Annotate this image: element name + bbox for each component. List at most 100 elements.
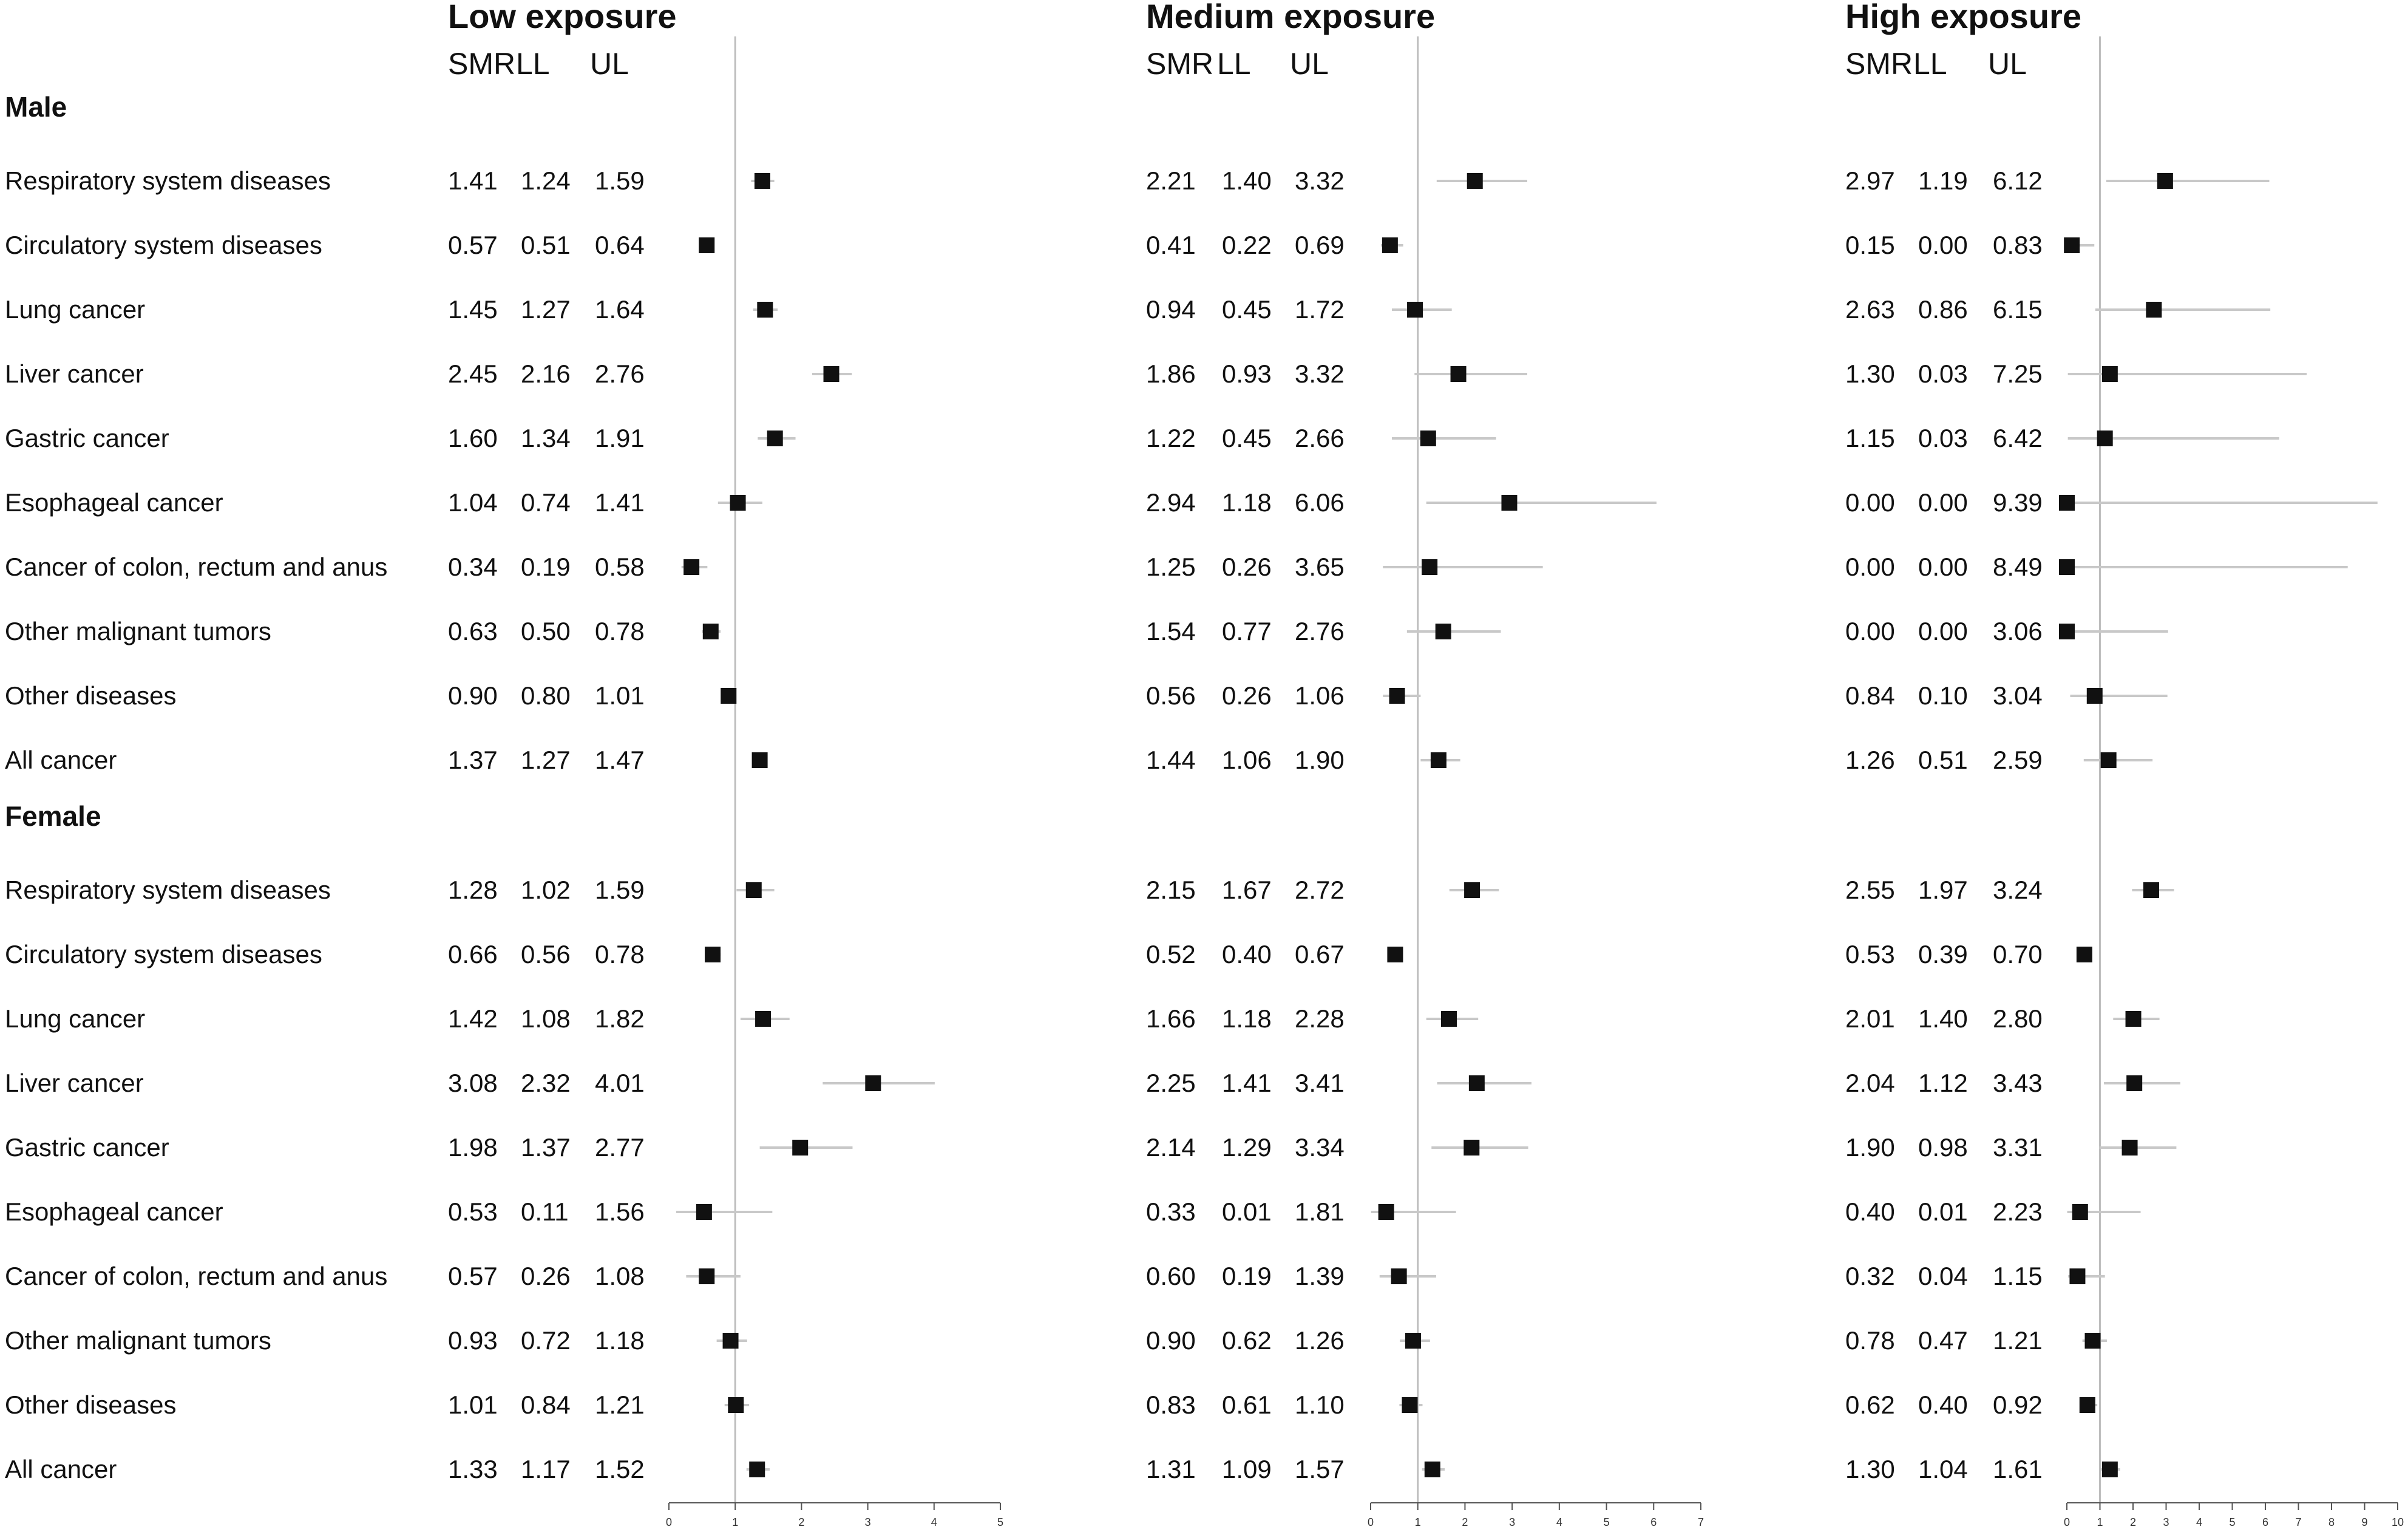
ll-value: 1.37 (521, 1133, 571, 1162)
ul-value: 0.78 (595, 617, 645, 645)
smr-value: 0.41 (1146, 231, 1196, 259)
ul-value: 2.77 (595, 1133, 645, 1162)
point-estimate-marker (2059, 495, 2075, 511)
smr-value: 0.56 (1146, 681, 1196, 710)
ll-value: 0.80 (521, 681, 571, 710)
smr-value: 1.25 (1146, 553, 1196, 581)
smr-value: 1.31 (1146, 1455, 1196, 1483)
point-estimate-marker (1391, 1268, 1407, 1284)
ll-value: 0.26 (1222, 553, 1272, 581)
section-heading-male: Male (5, 91, 67, 123)
point-estimate-marker (792, 1140, 809, 1156)
point-estimate-marker (745, 882, 762, 898)
ll-value: 0.84 (521, 1390, 571, 1419)
ul-value: 3.32 (1295, 359, 1345, 388)
smr-value: 1.66 (1146, 1004, 1196, 1033)
point-estimate-marker (1441, 1011, 1457, 1027)
smr-value: 0.78 (1845, 1326, 1895, 1355)
ul-value: 2.23 (1993, 1197, 2043, 1226)
row-label: Liver cancer (5, 359, 144, 388)
x-tick-label: 4 (931, 1516, 937, 1528)
ll-value: 0.40 (1918, 1390, 1968, 1419)
point-estimate-marker (1378, 1204, 1394, 1220)
row-label: Circulatory system diseases (5, 231, 322, 259)
point-estimate-marker (699, 1268, 715, 1284)
smr-value: 0.94 (1146, 295, 1196, 324)
smr-value: 1.30 (1845, 1455, 1895, 1483)
point-estimate-marker (2076, 947, 2092, 962)
ll-value: 0.00 (1918, 231, 1968, 259)
ul-value: 1.64 (595, 295, 645, 324)
ll-value: 0.61 (1222, 1390, 1272, 1419)
ll-value: 0.00 (1918, 553, 1968, 581)
smr-value: 1.45 (448, 295, 498, 324)
row-label: Other diseases (5, 1390, 176, 1419)
ul-value: 6.15 (1993, 295, 2043, 324)
point-estimate-marker (2100, 752, 2117, 768)
ul-value: 1.56 (595, 1197, 645, 1226)
ul-value: 3.41 (1295, 1069, 1345, 1097)
ll-value: 0.26 (1222, 681, 1272, 710)
smr-value: 0.60 (1146, 1262, 1196, 1290)
ul-value: 1.26 (1295, 1326, 1345, 1355)
ul-value: 1.91 (595, 424, 645, 452)
column-header-ll: LL (1217, 47, 1251, 81)
point-estimate-marker (2059, 624, 2075, 639)
smr-value: 0.33 (1146, 1197, 1196, 1226)
smr-value: 0.52 (1146, 940, 1196, 968)
smr-value: 0.40 (1845, 1197, 1895, 1226)
x-tick-label: 0 (666, 1516, 672, 1528)
point-estimate-marker (1387, 947, 1403, 962)
ll-value: 1.27 (521, 746, 571, 774)
ul-value: 3.34 (1295, 1133, 1345, 1162)
ll-value: 0.10 (1918, 681, 1968, 710)
section-heading-female: Female (5, 800, 101, 832)
x-tick-label: 4 (2196, 1516, 2202, 1528)
ll-value: 1.41 (1222, 1069, 1272, 1097)
column-header-smr: SMR (1845, 47, 1913, 81)
smr-value: 2.04 (1845, 1069, 1895, 1097)
ul-value: 1.72 (1295, 295, 1345, 324)
row-label: Other diseases (5, 681, 176, 710)
point-estimate-marker (2097, 431, 2113, 446)
ul-value: 0.67 (1295, 940, 1345, 968)
point-estimate-marker (749, 1462, 765, 1477)
ul-value: 1.18 (595, 1326, 645, 1355)
row-label: Gastric cancer (5, 424, 169, 452)
smr-value: 0.62 (1845, 1390, 1895, 1419)
row-label: Other malignant tumors (5, 1326, 271, 1355)
point-estimate-marker (728, 1397, 744, 1413)
ul-value: 3.24 (1993, 876, 2043, 904)
x-tick-label: 7 (1698, 1516, 1704, 1528)
point-estimate-marker (2157, 173, 2173, 189)
smr-value: 2.55 (1845, 876, 1895, 904)
point-estimate-marker (1435, 624, 1451, 639)
row-label: All cancer (5, 746, 117, 774)
point-estimate-marker (705, 947, 721, 962)
row-label: Lung cancer (5, 295, 145, 324)
column-header-ul: UL (1988, 47, 2027, 81)
ul-value: 0.64 (595, 231, 645, 259)
smr-value: 0.83 (1146, 1390, 1196, 1419)
ll-value: 0.22 (1222, 231, 1272, 259)
ll-value: 0.19 (521, 553, 571, 581)
smr-value: 2.97 (1845, 166, 1895, 195)
point-estimate-marker (2101, 1462, 2118, 1477)
smr-value: 1.41 (448, 166, 498, 195)
ul-value: 1.59 (595, 166, 645, 195)
ul-value: 1.41 (595, 488, 645, 517)
column-header-smr: SMR (1146, 47, 1213, 81)
smr-value: 3.08 (448, 1069, 498, 1097)
ul-value: 1.52 (595, 1455, 645, 1483)
row-label: Gastric cancer (5, 1133, 169, 1162)
ll-value: 0.11 (521, 1197, 569, 1226)
ll-value: 1.06 (1222, 746, 1272, 774)
row-label: Cancer of colon, rectum and anus (5, 553, 387, 581)
panel-title: High exposure (1845, 0, 2081, 35)
ll-value: 0.74 (521, 488, 571, 517)
ul-value: 9.39 (1993, 488, 2043, 517)
ul-value: 1.01 (595, 681, 645, 710)
point-estimate-marker (865, 1075, 881, 1091)
ul-value: 1.15 (1993, 1262, 2043, 1290)
